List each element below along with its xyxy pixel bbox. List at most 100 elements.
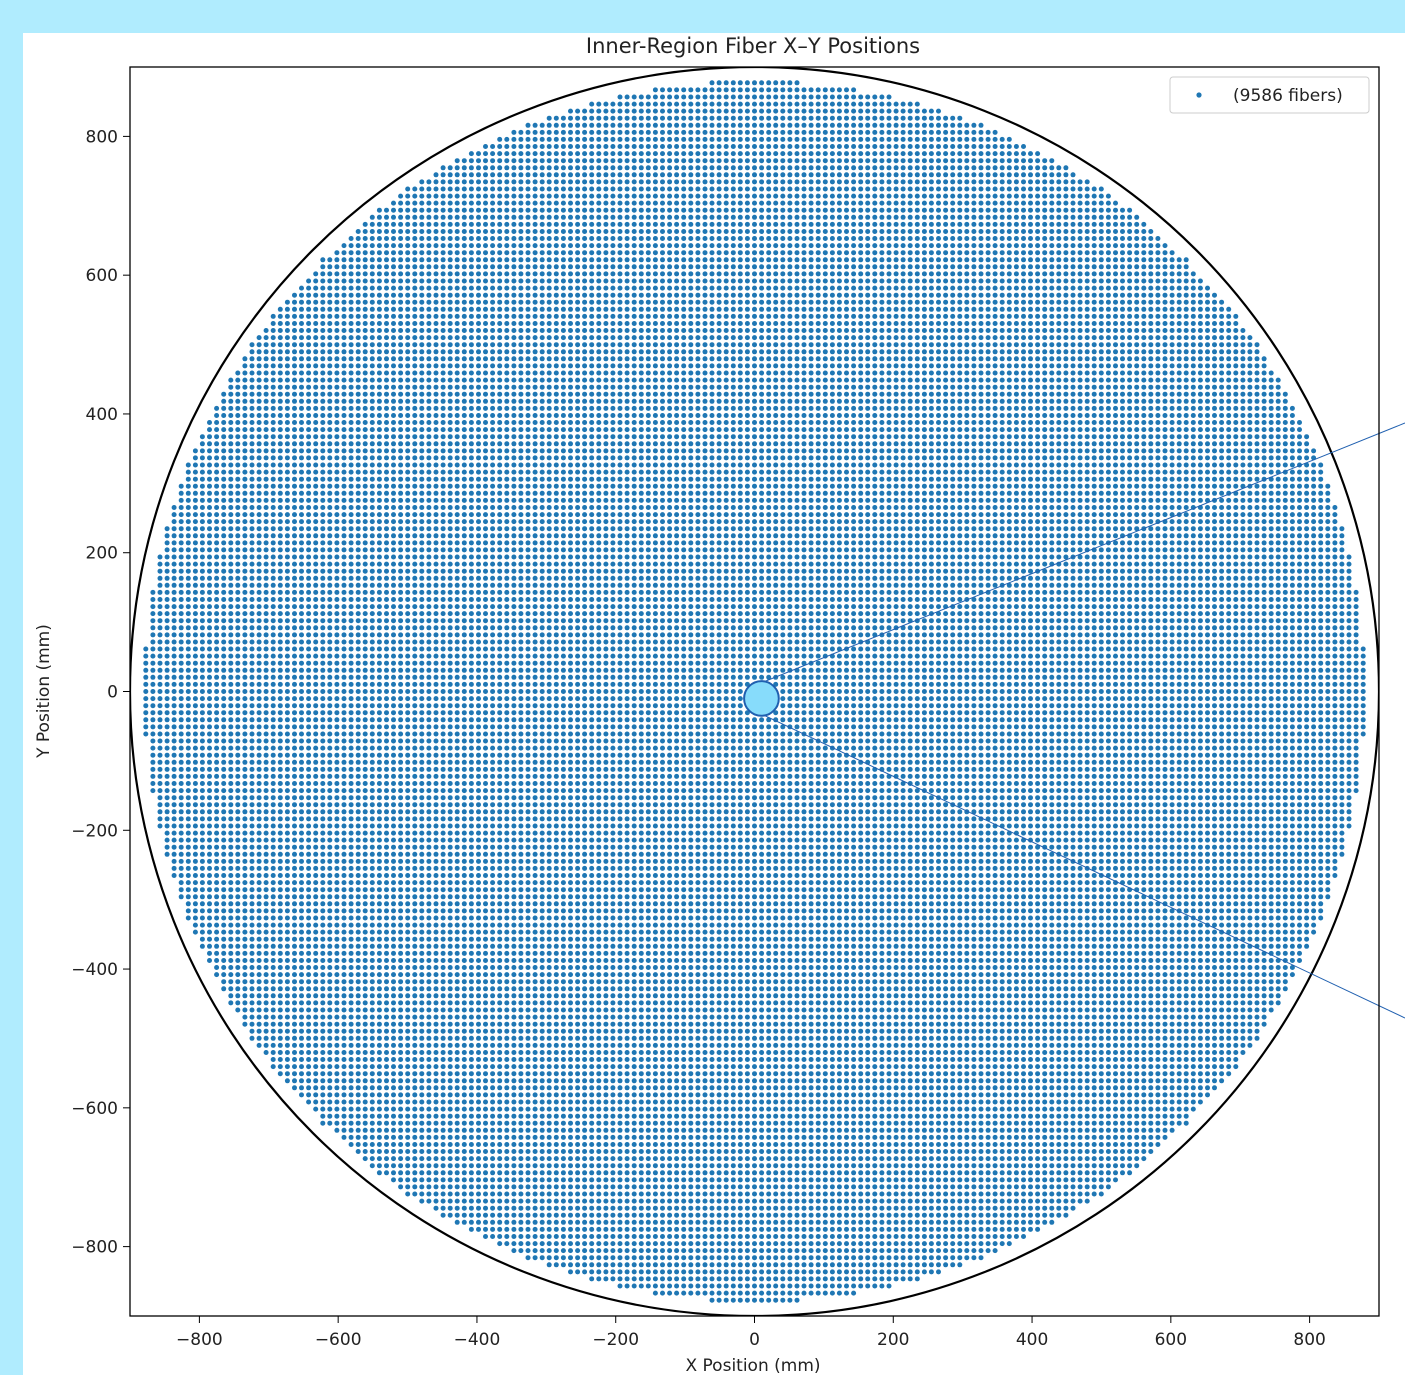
fiber-point: [355, 405, 361, 411]
fiber-point: [440, 681, 446, 687]
fiber-point: [376, 958, 382, 963]
fiber-point: [214, 830, 220, 836]
fiber-point: [348, 1014, 354, 1020]
fiber-point: [468, 1007, 474, 1013]
fiber-points: [143, 80, 1366, 1303]
fiber-point: [376, 512, 382, 518]
fiber-point: [299, 1000, 304, 1006]
fiber-point: [320, 575, 326, 581]
fiber-point: [405, 618, 411, 624]
fiber-point: [270, 377, 276, 383]
fiber-point: [405, 497, 411, 503]
fiber-point: [447, 186, 453, 192]
fiber-point: [207, 773, 212, 779]
fiber-point: [256, 1007, 262, 1013]
fiber-point: [207, 611, 212, 617]
fiber-point: [355, 738, 361, 744]
fiber-point: [228, 929, 234, 935]
fiber-point: [277, 455, 283, 461]
fiber-point: [426, 271, 432, 277]
fiber-point: [433, 405, 439, 411]
fiber-point: [171, 512, 177, 518]
fiber-point: [454, 299, 460, 305]
fiber-point: [384, 264, 389, 270]
fiber-point: [235, 420, 241, 425]
fiber-point: [171, 865, 177, 871]
fiber-point: [447, 632, 453, 638]
fiber-point: [391, 731, 396, 737]
fiber-point: [263, 427, 269, 433]
fiber-point: [171, 639, 177, 645]
fiber-point: [447, 1120, 453, 1126]
fiber-point: [348, 738, 354, 744]
fiber-point: [327, 413, 333, 418]
fiber-point: [178, 696, 184, 702]
fiber-point: [214, 837, 220, 843]
fiber-point: [433, 420, 439, 425]
fiber-point: [235, 950, 241, 956]
fiber-point: [249, 950, 255, 956]
fiber-point: [461, 427, 467, 433]
fiber-point: [454, 674, 460, 680]
fiber-point: [369, 943, 375, 949]
fiber-point: [164, 604, 170, 610]
fiber-point: [341, 497, 347, 503]
fiber-point: [391, 936, 396, 942]
fiber-point: [433, 1085, 439, 1091]
fiber-point: [447, 490, 453, 496]
fiber-point: [384, 229, 389, 234]
fiber-point: [412, 1127, 418, 1133]
fiber-point: [405, 929, 411, 935]
fiber-point: [398, 597, 404, 602]
fiber-point: [277, 1050, 283, 1055]
fiber-point: [299, 384, 304, 390]
fiber-point: [313, 837, 319, 843]
fiber-point: [376, 278, 382, 284]
fiber-point: [369, 689, 375, 694]
fiber-point: [376, 745, 382, 751]
fiber-point: [440, 271, 446, 277]
fiber-point: [313, 568, 319, 574]
fiber-point: [369, 1113, 375, 1119]
fiber-point: [270, 731, 276, 737]
fiber-point: [426, 1092, 432, 1098]
fiber-point: [249, 717, 255, 723]
fiber-point: [192, 575, 198, 581]
fiber-point: [369, 696, 375, 702]
fiber-point: [369, 922, 375, 928]
fiber-point: [355, 710, 361, 716]
fiber-point: [398, 427, 404, 433]
fiber-point: [440, 1106, 446, 1112]
fiber-point: [454, 1120, 460, 1126]
fiber-point: [284, 681, 290, 687]
fiber-point: [185, 696, 191, 702]
fiber-point: [263, 611, 269, 617]
fiber-point: [284, 589, 290, 595]
fiber-point: [398, 575, 404, 581]
fiber-point: [362, 540, 368, 546]
fiber-point: [157, 745, 163, 751]
fiber-point: [327, 915, 333, 921]
fiber-point: [256, 582, 262, 588]
fiber-point: [320, 1113, 326, 1119]
fiber-point: [468, 1205, 474, 1211]
fiber-point: [327, 674, 333, 680]
fiber-point: [426, 710, 432, 716]
fiber-point: [433, 469, 439, 475]
fiber-point: [376, 1028, 382, 1034]
fiber-point: [454, 554, 460, 560]
fiber-point: [440, 561, 446, 567]
fiber-point: [221, 625, 227, 631]
fiber-point: [398, 405, 404, 411]
fiber-point: [355, 858, 361, 864]
fiber-point: [440, 1120, 446, 1126]
fiber-point: [348, 880, 354, 886]
fiber-point: [242, 788, 248, 794]
fiber-point: [334, 710, 340, 716]
fiber-point: [461, 377, 467, 383]
fiber-point: [419, 922, 425, 928]
fiber-point: [355, 752, 361, 758]
fiber-point: [440, 660, 446, 666]
fiber-point: [454, 604, 460, 610]
fiber-point: [284, 540, 290, 546]
